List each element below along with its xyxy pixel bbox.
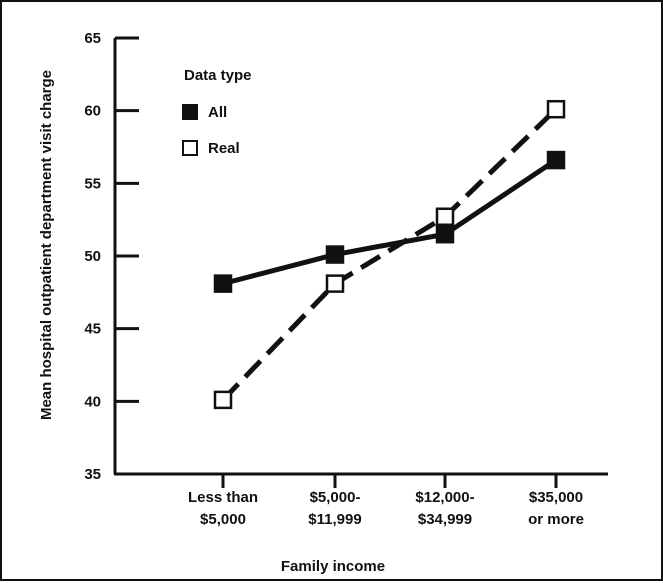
data-point-real [213,390,233,410]
y-tick-label: 45 [84,321,101,338]
x-tick-label: $5,000- [310,489,361,506]
data-point-all [213,274,233,293]
y-tick-label: 60 [84,103,101,120]
series-all [213,150,566,293]
y-tick-label: 40 [84,393,101,410]
series-line-all [222,158,558,287]
y-axis-title: Mean hospital outpatient department visi… [38,70,55,420]
x-tick-label: Less than [188,489,258,506]
x-axis-title: Family income [281,558,385,575]
legend-title: Data type [184,67,252,84]
x-tick-label: $5,000 [200,511,246,528]
series-layer [213,99,566,410]
axes [113,38,608,476]
data-point-real [546,99,566,119]
legend-label: Real [208,140,240,157]
series-real [213,99,566,410]
x-tick-label: or more [528,511,584,528]
x-tick-label: $12,000- [415,489,474,506]
x-tick-label: $35,000 [529,489,583,506]
x-ticks: Less than $5,000 $5,000- $11,999 $12,000- $34… [188,474,584,528]
data-point-all [546,150,566,170]
data-point-real [435,207,455,227]
y-tick-label: 65 [84,30,101,47]
y-tick-label: 50 [84,248,101,265]
x-tick-label: $11,999 [308,511,361,528]
y-tick-label: 35 [84,466,101,483]
x-tick-label: $34,999 [418,511,472,528]
data-point-all [435,224,455,244]
legend-swatch [182,140,198,156]
y-ticks: 35 40 45 50 55 60 65 [84,30,139,483]
series-line-real [221,107,558,402]
data-point-real [325,274,345,293]
data-point-all [325,245,345,264]
y-tick-label: 55 [84,175,101,192]
legend: Data type All Real [182,67,252,157]
legend-swatch [182,104,198,120]
legend-label: All [208,104,227,121]
